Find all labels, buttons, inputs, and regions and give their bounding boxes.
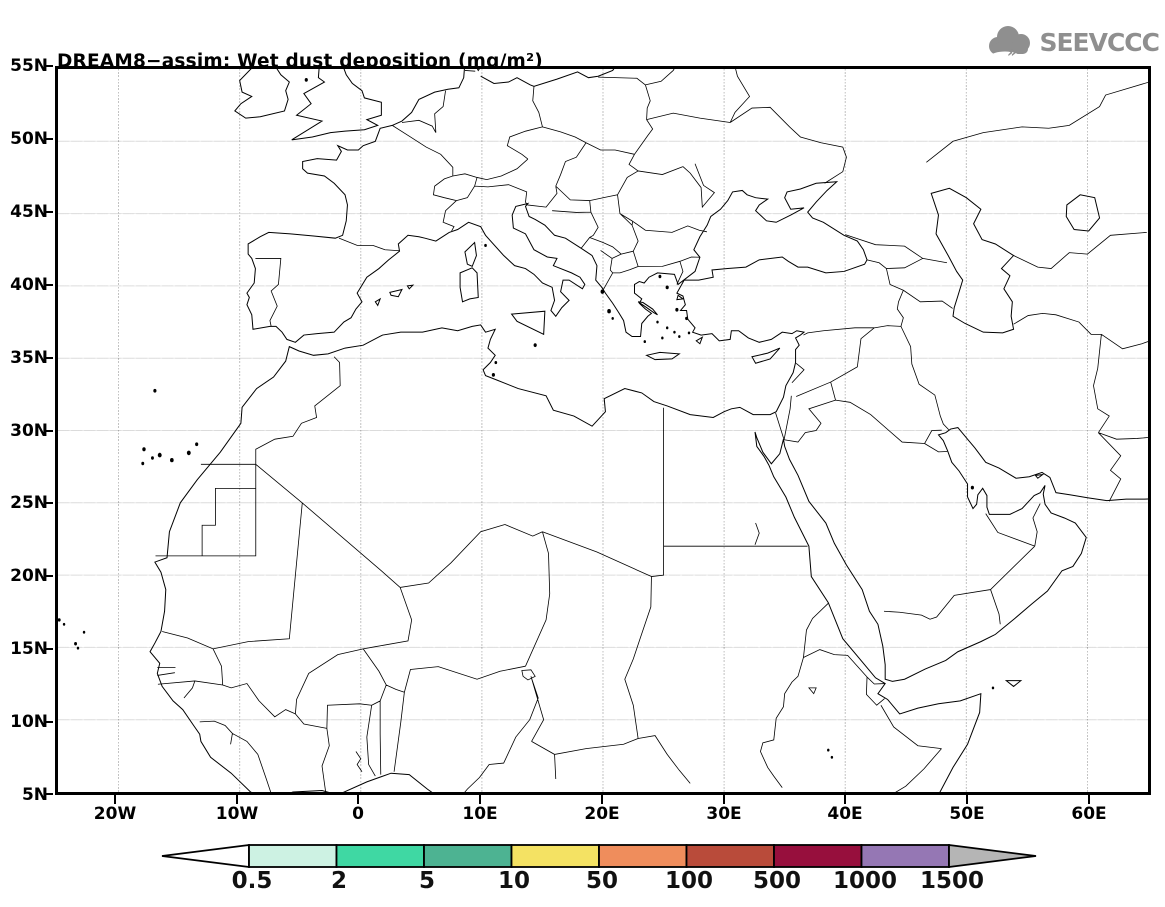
colorbar-tick-label: 2 bbox=[330, 868, 347, 894]
lat-axis-label: 10N bbox=[10, 712, 48, 732]
lat-axis-label: 45N bbox=[10, 202, 48, 222]
lat-axis-label: 50N bbox=[10, 129, 48, 149]
colorbar-segment bbox=[860, 844, 950, 868]
lon-axis-label: 20E bbox=[584, 804, 620, 824]
axis-tick bbox=[601, 795, 603, 804]
lat-axis-label: 55N bbox=[10, 56, 48, 76]
lat-axis-label: 15N bbox=[10, 639, 48, 659]
lat-axis-label: 30N bbox=[10, 421, 48, 441]
axis-tick bbox=[44, 65, 53, 67]
svg-text:»: » bbox=[1007, 43, 1017, 60]
colorbar-underflow-arrow bbox=[161, 843, 250, 869]
gridlines bbox=[58, 69, 1148, 792]
lon-axis-label: 10W bbox=[215, 804, 259, 824]
axis-tick bbox=[44, 430, 53, 432]
logo-text: SEEVCCC bbox=[1039, 27, 1160, 57]
colorbar-segment bbox=[685, 844, 775, 868]
axis-tick bbox=[357, 795, 359, 804]
axis-tick bbox=[1088, 795, 1090, 804]
axis-tick bbox=[44, 284, 53, 286]
axis-tick bbox=[114, 795, 116, 804]
colorbar-tick-label: 1500 bbox=[919, 868, 984, 894]
colorbar-tick-label: 5 bbox=[418, 868, 435, 894]
seevccc-logo: » SEEVCCC bbox=[985, 24, 1160, 60]
colorbar-tick-label: 500 bbox=[752, 868, 801, 894]
axis-tick bbox=[44, 502, 53, 504]
colorbar-tick-label: 0.5 bbox=[231, 868, 273, 894]
colorbar-segment bbox=[773, 844, 863, 868]
axis-tick bbox=[44, 793, 53, 795]
country-borders-path bbox=[155, 69, 1148, 792]
axis-tick bbox=[723, 795, 725, 804]
axis-tick bbox=[966, 795, 968, 804]
lon-axis-label: 60E bbox=[1071, 804, 1107, 824]
lat-axis-label: 5N bbox=[21, 785, 48, 805]
colorbar-tick-label: 1000 bbox=[832, 868, 897, 894]
lakes-path bbox=[356, 523, 816, 772]
lat-axis-label: 40N bbox=[10, 275, 48, 295]
axis-tick bbox=[479, 795, 481, 804]
colorbar-tick-label: 10 bbox=[497, 868, 530, 894]
axis-tick bbox=[844, 795, 846, 804]
axis-tick bbox=[236, 795, 238, 804]
axis-tick bbox=[44, 357, 53, 359]
lon-axis-label: 30E bbox=[706, 804, 742, 824]
lat-axis-label: 20N bbox=[10, 566, 48, 586]
colorbar-overflow-arrow bbox=[948, 843, 1037, 869]
lon-axis-label: 0 bbox=[352, 804, 364, 824]
lat-axis-label: 35N bbox=[10, 348, 48, 368]
colorbar-segment bbox=[248, 844, 338, 868]
axis-tick bbox=[44, 648, 53, 650]
lon-axis-label: 10E bbox=[462, 804, 498, 824]
cloud-arrow-icon: » bbox=[989, 26, 1031, 60]
lon-axis-label: 50E bbox=[949, 804, 985, 824]
colorbar-tick-label: 50 bbox=[585, 868, 618, 894]
lon-axis-label: 40E bbox=[827, 804, 863, 824]
colorbar bbox=[161, 843, 1037, 869]
lat-axis-label: 25N bbox=[10, 493, 48, 513]
colorbar-tick-label: 100 bbox=[664, 868, 713, 894]
coastlines-path bbox=[150, 69, 1148, 792]
lon-axis-label: 20W bbox=[93, 804, 137, 824]
axis-tick bbox=[44, 575, 53, 577]
axis-tick bbox=[44, 211, 53, 213]
map-frame bbox=[55, 66, 1151, 795]
axis-tick bbox=[44, 138, 53, 140]
colorbar-segment bbox=[423, 844, 513, 868]
small-islands bbox=[58, 77, 995, 759]
colorbar-segment bbox=[598, 844, 688, 868]
colorbar-segment bbox=[335, 844, 425, 868]
map-canvas bbox=[58, 69, 1148, 792]
colorbar-segment bbox=[510, 844, 600, 868]
axis-tick bbox=[44, 721, 53, 723]
